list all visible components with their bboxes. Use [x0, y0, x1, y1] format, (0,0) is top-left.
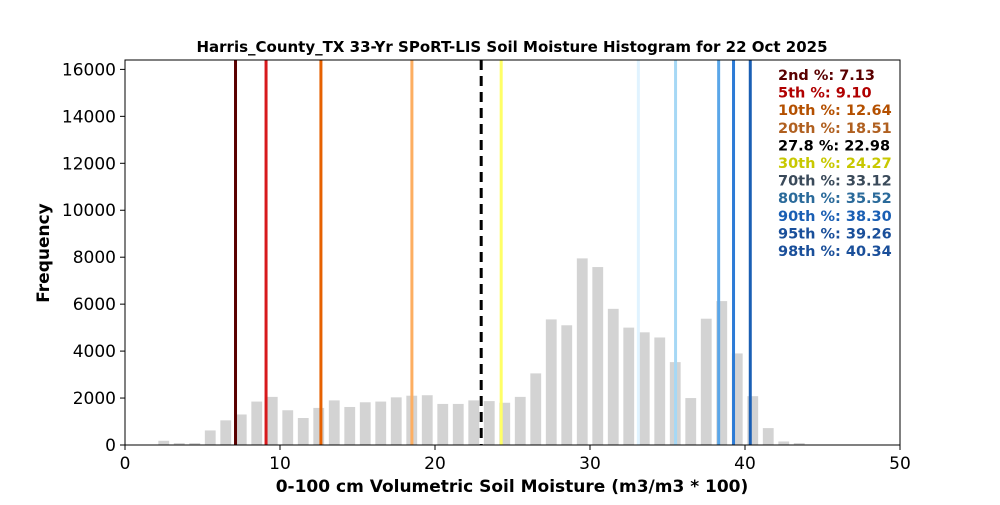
y-tick-label: 6000: [73, 295, 116, 315]
x-tick-label: 30: [579, 454, 601, 474]
histogram-bar: [623, 327, 635, 445]
histogram-bar: [421, 395, 433, 445]
histogram-bar: [700, 318, 712, 445]
histogram-bar: [793, 443, 805, 445]
legend-entry: 98th %: 40.34: [778, 244, 892, 260]
legend-entry: 80th %: 35.52: [778, 191, 892, 207]
x-tick-label: 50: [889, 454, 911, 474]
histogram-bar: [530, 373, 542, 445]
histogram-bar: [375, 401, 387, 445]
x-tick-label: 10: [269, 454, 291, 474]
histogram-bar: [251, 401, 263, 445]
histogram-bar: [545, 319, 557, 445]
x-tick-label: 0: [120, 454, 131, 474]
y-tick-label: 12000: [62, 154, 116, 174]
y-axis-label: Frequency: [34, 203, 54, 303]
histogram-bar: [189, 443, 201, 445]
legend-entry: 95th %: 39.26: [778, 226, 892, 242]
x-tick-label: 20: [424, 454, 446, 474]
legend-entry: 10th %: 12.64: [778, 103, 892, 119]
histogram-bar: [452, 403, 464, 445]
histogram-bar: [220, 420, 232, 445]
percentile-lines-layer: [234, 60, 752, 445]
legend-entry: 5th %: 9.10: [778, 86, 872, 102]
histogram-bar: [297, 418, 309, 445]
legend-entry: 30th %: 24.27: [778, 156, 892, 172]
histogram-bar: [607, 308, 619, 445]
y-tick-label: 16000: [62, 60, 116, 80]
y-tick-label: 10000: [62, 201, 116, 221]
histogram-bar: [747, 396, 759, 445]
histogram-bar: [328, 400, 340, 445]
plot-frame: [124, 59, 901, 446]
histogram-bar: [499, 402, 511, 445]
histogram-bar: [437, 403, 449, 445]
y-tick-label: 14000: [62, 107, 116, 127]
histogram-bar: [731, 353, 743, 445]
legend-entry: 90th %: 38.30: [778, 209, 892, 225]
y-tick-label: 4000: [73, 342, 116, 362]
histogram-bar: [762, 428, 774, 445]
histogram-bar: [204, 430, 216, 445]
legend-entry: 70th %: 33.12: [778, 174, 892, 190]
histogram-bar: [483, 401, 495, 445]
histogram-bar: [173, 443, 185, 445]
histogram-bar: [576, 258, 588, 445]
x-tick-label: 40: [734, 454, 756, 474]
histogram-bar: [266, 396, 278, 445]
histogram-bar: [685, 398, 697, 445]
legend-entry: 20th %: 18.51: [778, 121, 892, 137]
histogram-bar: [716, 301, 728, 445]
x-axis-label: 0-100 cm Volumetric Soil Moisture (m3/m3…: [276, 477, 749, 497]
histogram-bar: [561, 325, 573, 445]
histogram-bar: [158, 440, 170, 445]
histogram-bar: [638, 332, 650, 445]
y-tick-label: 0: [105, 436, 116, 456]
histogram-bar: [514, 396, 526, 445]
y-tick-label: 8000: [73, 248, 116, 268]
legend-entry: 27.8 %: 22.98: [778, 138, 890, 154]
bars-layer: [158, 258, 805, 445]
legend-entry: 2nd %: 7.13: [778, 68, 875, 84]
histogram-bar: [654, 337, 666, 445]
histogram-bar: [313, 407, 325, 445]
axes-layer: 0 10 20 30 40 50 0 2000 4000 6000 8000 10000 12000 14…: [62, 59, 911, 474]
histogram-bar: [592, 267, 604, 445]
histogram-bar: [282, 410, 294, 445]
histogram-bar: [778, 441, 790, 445]
histogram-bar: [390, 397, 402, 445]
histogram-bar: [359, 402, 371, 445]
histogram-bar: [235, 414, 247, 445]
y-tick-label: 2000: [73, 389, 116, 409]
histogram-bar: [344, 406, 356, 445]
chart-title: Harris_County_TX 33-Yr SPoRT-LIS Soil Mo…: [196, 38, 827, 56]
histogram-bar: [468, 400, 480, 445]
